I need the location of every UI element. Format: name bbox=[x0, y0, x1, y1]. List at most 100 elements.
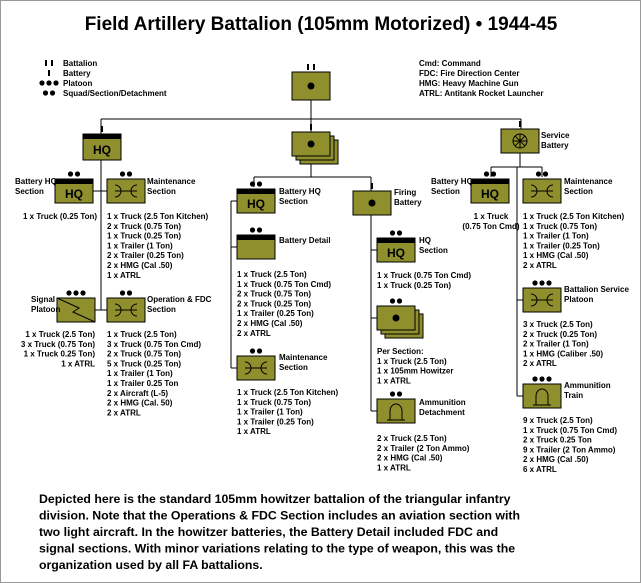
equipment-line: 1 x Trailer (1 Ton) bbox=[523, 232, 589, 241]
hq-band bbox=[83, 134, 121, 139]
echelon-dot bbox=[389, 230, 396, 236]
echelon-bar bbox=[310, 124, 312, 130]
symbol-text: HQ bbox=[65, 187, 83, 201]
unit-box bbox=[106, 178, 146, 204]
equipment-line: 1 x Truck (0.25 Ton) bbox=[107, 232, 181, 241]
abbreviation: FDC: Fire Direction Center bbox=[419, 69, 519, 78]
echelon-bar bbox=[51, 60, 53, 66]
equipment-line: 2 x ATRL bbox=[523, 261, 557, 270]
description-line: Depicted here is the standard 105mm howi… bbox=[39, 492, 511, 506]
equipment-line: 1 x Truck (0.25 Ton) bbox=[377, 281, 451, 290]
equipment-line: 2 x Trailer (0.25 Ton) bbox=[107, 251, 184, 260]
echelon-dot bbox=[256, 181, 263, 187]
description-line: division. Note that the Operations & FDC… bbox=[39, 509, 520, 523]
echelon-dot bbox=[53, 80, 59, 86]
echelon-dot bbox=[73, 290, 79, 296]
unit-label: Ammunition bbox=[564, 381, 611, 390]
echelon-dot bbox=[256, 348, 263, 354]
equipment-line: 3 x Truck (0.75 Ton) bbox=[21, 340, 95, 349]
hq-band bbox=[237, 189, 275, 194]
equipment-line: 2 x Trailer (1 Ton) bbox=[523, 340, 589, 349]
unit-label: Maintenance bbox=[564, 177, 613, 186]
abbreviation: Cmd: Command bbox=[419, 59, 481, 68]
equipment-line: 1 x Trailer (1 Ton) bbox=[107, 241, 173, 250]
equipment-line: 1 x Truck (2.5 Ton) bbox=[237, 270, 307, 279]
equipment-line: 1 x 105mm Howitzer bbox=[377, 367, 453, 376]
hq-band bbox=[377, 238, 415, 243]
equipment-line: 1 x ATRL bbox=[377, 463, 411, 472]
equipment-line: 1 x Truck (2.5 Ton) bbox=[377, 357, 447, 366]
echelon-dot bbox=[539, 376, 545, 382]
equipment-line: 2 x ATRL bbox=[107, 408, 141, 417]
equipment-line: 1 x Truck (0.75 Ton Cmd) bbox=[523, 426, 617, 435]
equipment-line: 2 x Truck (0.75 Ton) bbox=[237, 290, 311, 299]
equipment-line: 2 x Truck (2.5 Ton) bbox=[377, 434, 447, 443]
equipment-line: 3 x Truck (0.75 Ton Cmd) bbox=[107, 340, 201, 349]
equipment-line: 2 x Truck (0.75 Ton) bbox=[107, 222, 181, 231]
equipment-line: 2 x HMG (Cal .50) bbox=[237, 319, 303, 328]
echelon-dot bbox=[126, 290, 133, 296]
unit-label: Section bbox=[147, 187, 176, 196]
symbol-text: HQ bbox=[247, 197, 265, 211]
equipment-line: 9 x Trailer (2 Ton Ammo) bbox=[523, 445, 616, 454]
signal-symbol bbox=[56, 297, 96, 323]
echelon-dot bbox=[396, 230, 403, 236]
maintenance-symbol bbox=[114, 184, 138, 198]
hq-band bbox=[471, 179, 509, 184]
equipment-line: 9 x Truck (2.5 Ton) bbox=[523, 416, 593, 425]
description-line: two light aircraft. In the howitzer batt… bbox=[39, 525, 498, 539]
equipment-line: 5 x Truck (0.25 Ton) bbox=[107, 359, 181, 368]
equipment-line: 2 x Truck (0.75 Ton) bbox=[107, 350, 181, 359]
echelon-dot bbox=[249, 181, 256, 187]
echelon-dot bbox=[389, 391, 396, 397]
echelon-dot bbox=[483, 171, 490, 177]
abbreviation: HMG: Heavy Machine Gun bbox=[419, 79, 519, 88]
wheel-spoke bbox=[514, 135, 526, 147]
unit-label: Section bbox=[431, 187, 460, 196]
equipment-line: 1 x ATRL bbox=[237, 427, 271, 436]
unit-label: Battalion Service bbox=[564, 285, 629, 294]
legend-label: Platoon bbox=[63, 79, 92, 88]
unit-box bbox=[522, 383, 562, 409]
equipment-line: 6 x ATRL bbox=[523, 465, 557, 474]
maintenance-symbol bbox=[244, 361, 268, 375]
title: Field Artillery Battalion (105mm Motoriz… bbox=[85, 14, 558, 35]
echelon-dot bbox=[49, 90, 56, 96]
artillery-dot bbox=[307, 82, 315, 90]
equipment-line: 2 x Truck (0.25 Ton) bbox=[237, 299, 311, 308]
equipment-line: 3 x Truck (2.5 Ton) bbox=[523, 320, 593, 329]
echelon-bar bbox=[371, 183, 373, 189]
equipment-line: 1 x Truck (2.5 Ton) bbox=[25, 330, 95, 339]
ammunition-symbol bbox=[533, 388, 551, 406]
unit-label: Detachment bbox=[419, 408, 465, 417]
unit-label: Section bbox=[279, 197, 308, 206]
unit-label: Section bbox=[147, 305, 176, 314]
connectors bbox=[93, 100, 543, 412]
unit-label: Maintenance bbox=[147, 177, 196, 186]
unit-label: Signal bbox=[31, 295, 55, 304]
unit-label: Section bbox=[564, 187, 593, 196]
unit-label: Platoon bbox=[564, 295, 593, 304]
echelon-bar bbox=[519, 121, 521, 127]
abbreviation: ATRL: Antitank Rocket Launcher bbox=[419, 89, 543, 98]
unit-label: Battery HQ bbox=[15, 177, 57, 186]
unit-label: Battery bbox=[394, 198, 422, 207]
echelon-dot bbox=[532, 280, 538, 286]
echelon-dot bbox=[249, 348, 256, 354]
echelon-dot bbox=[396, 298, 403, 304]
artillery-dot bbox=[307, 140, 315, 148]
echelon-dot bbox=[389, 298, 396, 304]
connector bbox=[370, 215, 377, 412]
description-line: organization used by all FA battalions. bbox=[39, 558, 263, 572]
echelon-bar bbox=[101, 126, 103, 132]
echelon-dot bbox=[66, 290, 72, 296]
echelon-dot bbox=[532, 376, 538, 382]
echelon-bar bbox=[313, 64, 315, 70]
echelon-dot bbox=[256, 227, 263, 233]
maintenance-symbol bbox=[530, 293, 554, 307]
echelon-dot bbox=[546, 280, 552, 286]
equipment-line: 1 x Truck (0.75 Ton Cmd) bbox=[377, 271, 471, 280]
equipment-line: 2 x Trailer (2 Ton Ammo) bbox=[377, 444, 470, 453]
unit-label: Battery HQ bbox=[431, 177, 473, 186]
